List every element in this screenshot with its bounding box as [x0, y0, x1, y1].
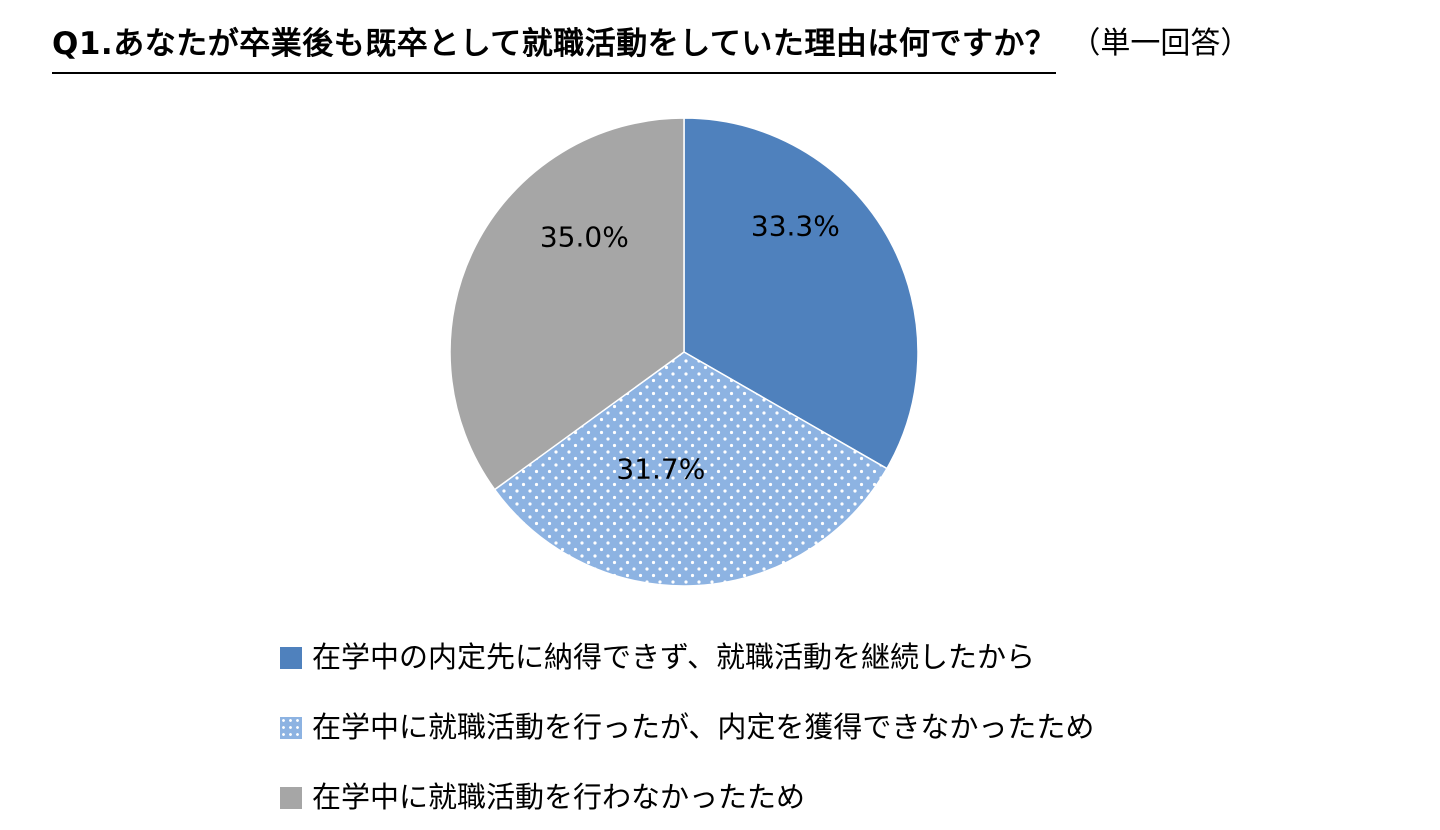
title-row: Q1.あなたが卒業後も既卒として就職活動をしていた理由は何ですか？ （単一回答）	[52, 18, 1250, 74]
pie-labels: 33.3% 31.7% 35.0%	[540, 210, 840, 486]
pie-slice-2	[493, 351, 888, 587]
legend: 在学中の内定先に納得できず、就職活動を継続したから在学中に就職活動を行ったが、内…	[280, 620, 1094, 830]
legend-swatch-1	[280, 647, 302, 669]
pie-slice-1	[683, 117, 919, 470]
chart-title: Q1.あなたが卒業後も既卒として就職活動をしていた理由は何ですか？	[52, 26, 1057, 74]
pie-slice-label-2: 31.7%	[616, 453, 705, 486]
legend-item-2: 在学中に就職活動を行ったが、内定を獲得できなかったため	[280, 690, 1094, 760]
legend-label-2: 在学中に就職活動を行ったが、内定を獲得できなかったため	[312, 710, 1095, 744]
pie-slice-3	[449, 117, 685, 491]
legend-label-1: 在学中の内定先に納得できず、就職活動を継続したから	[312, 640, 1035, 674]
legend-swatch-2	[280, 717, 302, 739]
legend-swatch-3	[280, 787, 302, 809]
legend-label-3: 在学中に就職活動を行わなかったため	[312, 780, 806, 814]
pie-slice-label-1: 33.3%	[751, 210, 840, 243]
answer-type-note: （単一回答）	[1070, 26, 1251, 61]
pie-slice-label-3: 35.0%	[540, 221, 629, 254]
legend-item-1: 在学中の内定先に納得できず、就職活動を継続したから	[280, 620, 1094, 690]
pie-slices	[449, 117, 919, 587]
legend-item-3: 在学中に就職活動を行わなかったため	[280, 760, 1094, 830]
